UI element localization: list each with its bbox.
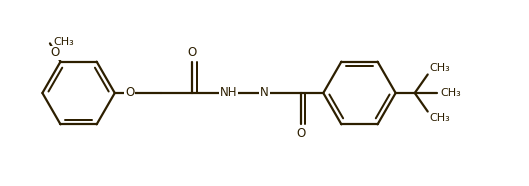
Text: O: O [125,86,134,100]
Text: N: N [260,86,269,100]
Text: NH: NH [220,86,237,100]
Text: O: O [187,46,197,59]
Text: CH₃: CH₃ [430,63,451,73]
Text: O: O [296,127,305,140]
Text: O: O [51,46,60,60]
Text: CH₃: CH₃ [430,113,451,123]
Text: CH₃: CH₃ [53,37,74,47]
Text: CH₃: CH₃ [440,88,461,98]
